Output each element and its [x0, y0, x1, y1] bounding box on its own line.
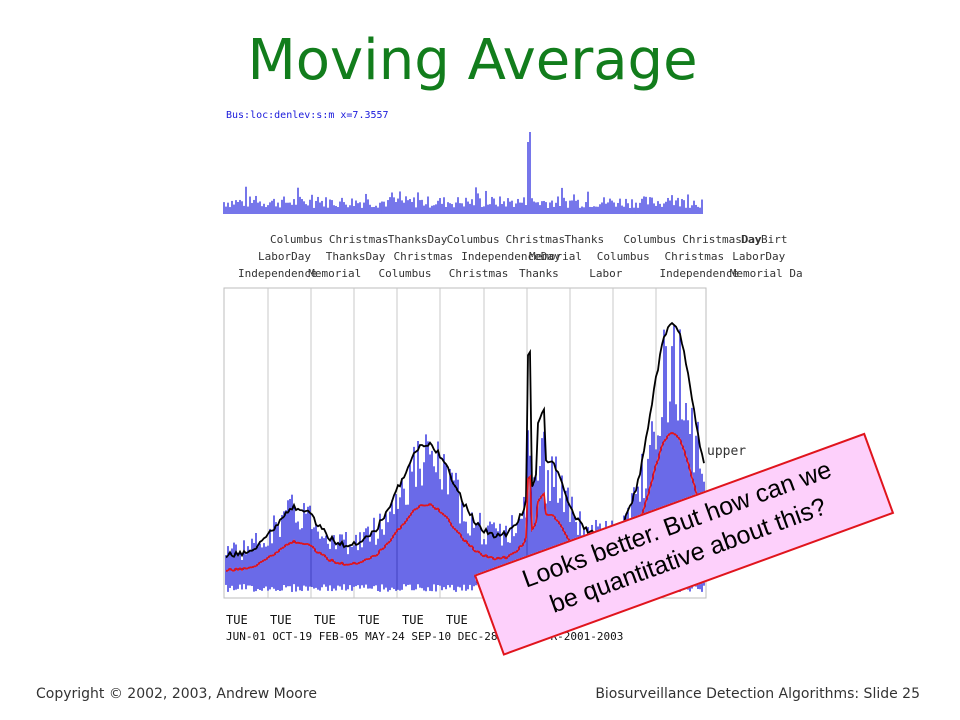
holiday-label: Columbus	[623, 233, 676, 246]
footer-slide-info: Biosurveillance Detection Algorithms: Sl…	[595, 686, 920, 702]
mini-spike-plot	[223, 132, 703, 214]
holiday-label: Columbus	[597, 250, 650, 263]
holiday-label: Columbus	[379, 267, 432, 280]
holiday-label: Labor	[589, 267, 622, 280]
day-label: TUE	[270, 613, 292, 627]
holiday-label: Columbus	[270, 233, 323, 246]
holiday-labels: Columbus Christmas ThanksDay Columbus Christ…	[238, 233, 803, 280]
mini-plot-label: Bus:loc:denlev:s:m x=7.3557	[226, 110, 389, 121]
holiday-label: Columbus	[447, 233, 500, 246]
footer-copyright: Copyright © 2002, 2003, Andrew Moore	[36, 686, 317, 702]
holiday-label: Christmas	[394, 250, 454, 263]
holiday-label: Christmas	[506, 233, 566, 246]
holiday-label: Christmas	[449, 267, 509, 280]
holiday-label: Memorial	[529, 250, 582, 263]
day-label: TUE	[402, 613, 424, 627]
day-label: TUE	[226, 613, 248, 627]
plot-frame	[223, 287, 707, 599]
holiday-label: Christmas	[665, 250, 725, 263]
holiday-label: ThanksDay	[388, 233, 448, 246]
day-label: TUE	[358, 613, 380, 627]
holiday-label: Independence	[660, 267, 739, 280]
holiday-label: Independence	[238, 267, 317, 280]
upper-series-label: upper	[707, 444, 746, 459]
day-label: TUE	[446, 613, 468, 627]
holiday-label: LaborDay	[732, 250, 785, 263]
holiday-label: DayBirt	[741, 233, 787, 246]
holiday-label: ThanksDay	[326, 250, 386, 263]
holiday-label: Thanks	[519, 267, 559, 280]
holiday-label: ChristmasDay	[682, 233, 762, 246]
holiday-label: Christmas	[329, 233, 389, 246]
day-label: TUE	[314, 613, 336, 627]
holiday-label: Memorial	[308, 267, 361, 280]
slide-title: Moving Average	[247, 28, 698, 93]
holiday-label: LaborDay	[258, 250, 311, 263]
holiday-label: Memorial Da	[730, 267, 803, 280]
holiday-label: IndependenceDay	[461, 250, 561, 263]
holiday-label: Thanks	[564, 233, 604, 246]
